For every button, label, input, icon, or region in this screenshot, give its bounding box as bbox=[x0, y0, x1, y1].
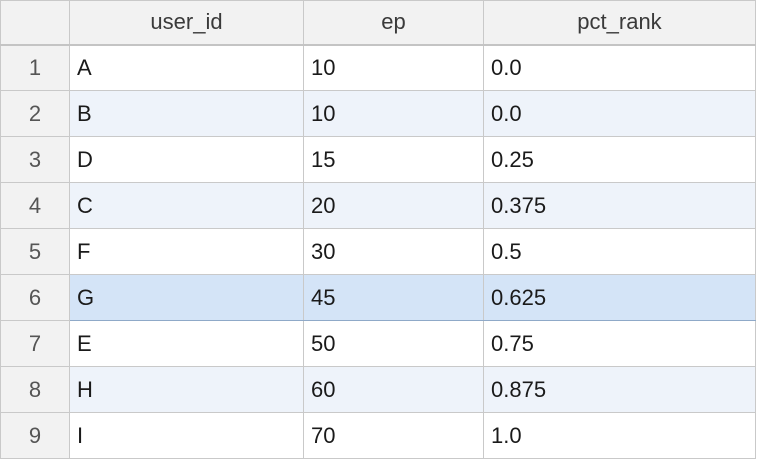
cell-ep[interactable]: 45 bbox=[303, 274, 484, 321]
row-number[interactable]: 8 bbox=[0, 366, 70, 413]
cell-pct-rank[interactable]: 1.0 bbox=[483, 412, 756, 459]
cell-pct-rank[interactable]: 0.0 bbox=[483, 44, 756, 91]
cell-pct-rank[interactable]: 0.25 bbox=[483, 136, 756, 183]
cell-user-id[interactable]: C bbox=[69, 182, 304, 229]
table-row-selected[interactable]: 6 G 45 0.625 bbox=[0, 274, 756, 321]
cell-ep[interactable]: 15 bbox=[303, 136, 484, 183]
corner-cell[interactable] bbox=[0, 0, 70, 46]
cell-user-id[interactable]: B bbox=[69, 90, 304, 137]
row-number[interactable]: 6 bbox=[0, 274, 70, 321]
cell-pct-rank[interactable]: 0.0 bbox=[483, 90, 756, 137]
header-row: user_id ep pct_rank bbox=[0, 0, 756, 46]
cell-user-id[interactable]: I bbox=[69, 412, 304, 459]
cell-ep[interactable]: 20 bbox=[303, 182, 484, 229]
row-number[interactable]: 9 bbox=[0, 412, 70, 459]
row-number[interactable]: 5 bbox=[0, 228, 70, 275]
cell-pct-rank[interactable]: 0.75 bbox=[483, 320, 756, 367]
row-number[interactable]: 3 bbox=[0, 136, 70, 183]
cell-ep[interactable]: 10 bbox=[303, 44, 484, 91]
table-row[interactable]: 7 E 50 0.75 bbox=[0, 320, 756, 367]
column-header-pct-rank[interactable]: pct_rank bbox=[483, 0, 756, 46]
row-number[interactable]: 1 bbox=[0, 44, 70, 91]
cell-ep[interactable]: 50 bbox=[303, 320, 484, 367]
table-row[interactable]: 2 B 10 0.0 bbox=[0, 90, 756, 137]
cell-pct-rank[interactable]: 0.875 bbox=[483, 366, 756, 413]
table-row[interactable]: 5 F 30 0.5 bbox=[0, 228, 756, 275]
cell-ep[interactable]: 70 bbox=[303, 412, 484, 459]
cell-user-id[interactable]: H bbox=[69, 366, 304, 413]
table-row[interactable]: 1 A 10 0.0 bbox=[0, 44, 756, 91]
table-row[interactable]: 3 D 15 0.25 bbox=[0, 136, 756, 183]
cell-pct-rank[interactable]: 0.375 bbox=[483, 182, 756, 229]
cell-user-id[interactable]: F bbox=[69, 228, 304, 275]
cell-pct-rank[interactable]: 0.5 bbox=[483, 228, 756, 275]
cell-user-id[interactable]: A bbox=[69, 44, 304, 91]
column-header-user-id[interactable]: user_id bbox=[69, 0, 304, 46]
table-row[interactable]: 8 H 60 0.875 bbox=[0, 366, 756, 413]
cell-user-id[interactable]: D bbox=[69, 136, 304, 183]
cell-ep[interactable]: 60 bbox=[303, 366, 484, 413]
table-row[interactable]: 4 C 20 0.375 bbox=[0, 182, 756, 229]
row-number[interactable]: 7 bbox=[0, 320, 70, 367]
cell-user-id[interactable]: E bbox=[69, 320, 304, 367]
cell-user-id[interactable]: G bbox=[69, 274, 304, 321]
cell-ep[interactable]: 30 bbox=[303, 228, 484, 275]
row-number[interactable]: 2 bbox=[0, 90, 70, 137]
cell-ep[interactable]: 10 bbox=[303, 90, 484, 137]
table-row[interactable]: 9 I 70 1.0 bbox=[0, 412, 756, 459]
column-header-ep[interactable]: ep bbox=[303, 0, 484, 46]
cell-pct-rank[interactable]: 0.625 bbox=[483, 274, 756, 321]
row-number[interactable]: 4 bbox=[0, 182, 70, 229]
